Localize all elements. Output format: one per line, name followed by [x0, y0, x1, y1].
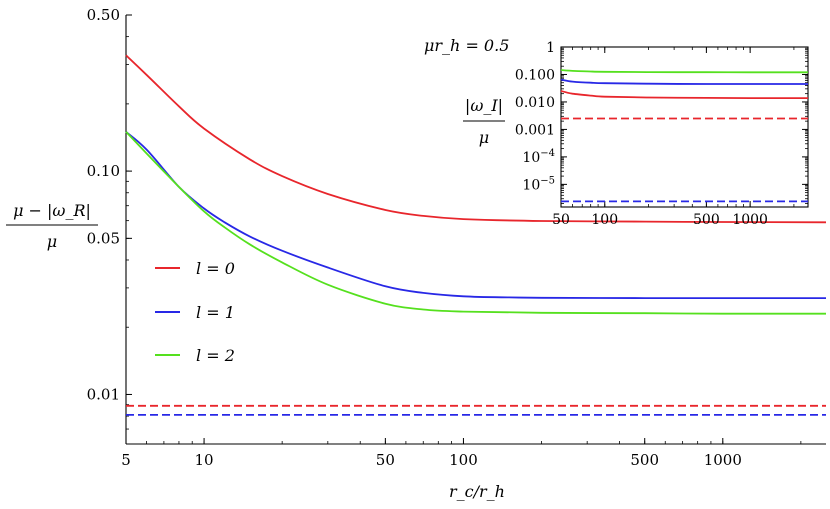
- main-series-l-1: [125, 131, 826, 300]
- legend-label-l1: l = 1: [196, 303, 235, 322]
- main-series-l-2: [125, 131, 826, 315]
- main-y-axis-label: μ − |ω_R| μ: [6, 201, 98, 251]
- inset-y-tick-label: 0.010: [515, 95, 555, 111]
- inset-x-tick-label: 50: [552, 212, 570, 228]
- main-x-tick-label: 5: [121, 451, 131, 469]
- main-series-l-0: [125, 54, 827, 224]
- main-panel: 5 10 50 100 500 1000 0.01 0.05 0.10 0.50: [87, 6, 827, 469]
- main-x-tick-label: 1000: [704, 451, 742, 469]
- inset-x-tick-label: 500: [693, 212, 720, 228]
- main-x-tick-label: 100: [449, 451, 478, 469]
- inset-y-tick-label: 0.001: [515, 122, 555, 138]
- inset-y-tick-label: 10−5: [522, 175, 555, 193]
- inset-plot-background: [561, 47, 808, 207]
- inset-y-tick-label: 0.100: [515, 67, 555, 83]
- inset-frame: [560, 46, 809, 208]
- inset-series-l-0: [560, 90, 808, 99]
- main-y-tick-label: 0.50: [87, 6, 120, 24]
- main-x-tick-label: 500: [630, 451, 659, 469]
- inset-ylabel-numerator: |ω_I|: [465, 96, 503, 115]
- main-y-tick-label: 0.01: [87, 385, 120, 403]
- main-ylabel-numerator: μ − |ω_R|: [13, 201, 91, 220]
- inset-series-l-1: [560, 78, 808, 85]
- legend-label-l0: l = 0: [196, 259, 235, 278]
- legend: l = 0 l = 1 l = 2: [155, 259, 235, 365]
- main-x-tick-label: 10: [195, 451, 214, 469]
- main-ylabel-denominator: μ: [47, 232, 57, 251]
- inset-panel: 50 100 500 1000 1 0.100 0.010 0.001 10−4 10−5: [515, 40, 809, 228]
- main-x-axis-label: r_c/r_h: [449, 482, 505, 501]
- inset-y-axis-label: |ω_I| μ: [463, 96, 505, 147]
- inset-x-tick-label: 100: [591, 212, 618, 228]
- main-x-tick-label: 50: [376, 451, 395, 469]
- main-y-tick-label: 0.05: [87, 229, 120, 247]
- inset-y-tick-label: 10−4: [522, 148, 555, 166]
- inset-series-l-2: [560, 69, 808, 74]
- inset-x-tick-label: 1000: [732, 212, 768, 228]
- inset-y-tick-label: 1: [546, 40, 555, 56]
- inset-ylabel-denominator: μ: [479, 128, 489, 147]
- legend-label-l2: l = 2: [196, 346, 235, 365]
- inset-annotation: μr_h = 0.5: [424, 36, 509, 55]
- main-y-tick-label: 0.10: [87, 162, 120, 180]
